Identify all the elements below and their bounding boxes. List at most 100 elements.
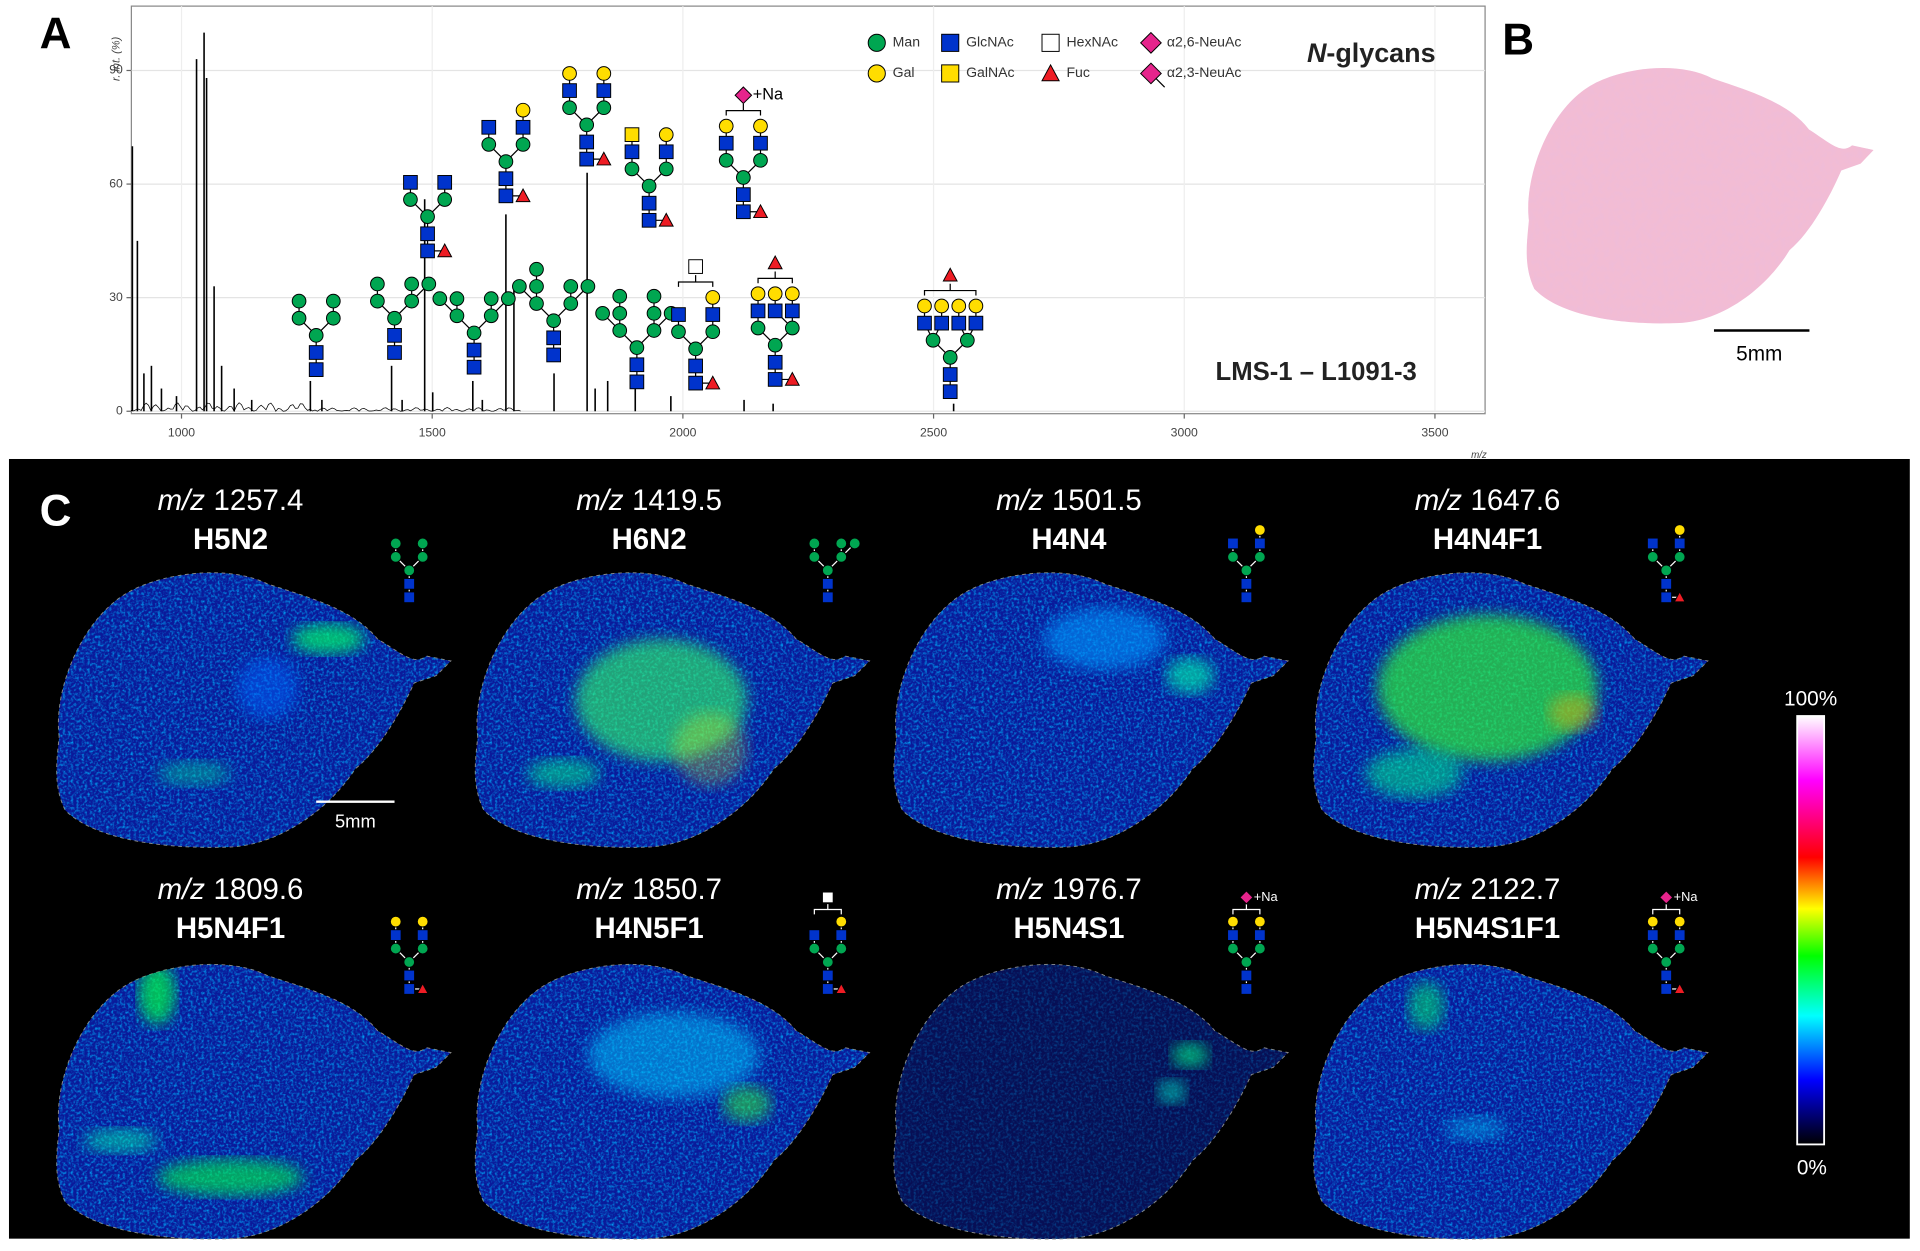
hotspots bbox=[1157, 1042, 1209, 1105]
panel-label: B bbox=[1502, 15, 1534, 64]
ion-image bbox=[474, 963, 871, 1240]
glycan-residue bbox=[835, 929, 848, 941]
glycan-residue bbox=[308, 345, 324, 360]
glycan-residue bbox=[389, 942, 402, 955]
glycan-residue bbox=[821, 969, 834, 982]
glycan-residue bbox=[291, 310, 307, 326]
glycan-residue bbox=[753, 135, 768, 151]
glycan-residue bbox=[1253, 551, 1266, 563]
glycan-residue bbox=[688, 341, 703, 357]
glycan-residue bbox=[1660, 956, 1673, 968]
glycan-residue bbox=[403, 175, 418, 190]
glycan-residue bbox=[658, 127, 674, 142]
glycan bbox=[370, 276, 437, 360]
glycan-residue bbox=[1673, 942, 1686, 955]
ion-image bbox=[1313, 572, 1709, 848]
glycan bbox=[389, 915, 429, 995]
glycan-residue bbox=[546, 347, 561, 363]
x-axis-label: m/z bbox=[1471, 450, 1487, 461]
glycan bbox=[403, 175, 453, 259]
glycan-residue bbox=[291, 293, 307, 309]
glycan-residue bbox=[718, 152, 734, 168]
glycan-residue bbox=[563, 279, 579, 294]
glycan-residue bbox=[629, 357, 645, 373]
glycan-class-text: -glycans bbox=[1326, 38, 1435, 68]
glycan-residue bbox=[1646, 942, 1659, 955]
hotspots bbox=[587, 1012, 772, 1123]
glycan-residue bbox=[917, 315, 932, 331]
legend-label: GalNAc bbox=[966, 64, 1014, 80]
mz-value: 1850.7 bbox=[632, 873, 722, 906]
glycan-residue bbox=[1660, 591, 1673, 604]
mz-label: m/z 1809.6 bbox=[158, 873, 304, 906]
glycan bbox=[624, 127, 674, 228]
glycan-residue bbox=[403, 969, 416, 982]
glycan-residue bbox=[389, 929, 402, 941]
hotspot bbox=[236, 657, 298, 719]
composition: H5N4S1F1 bbox=[1415, 912, 1560, 945]
glycan-residue bbox=[688, 259, 703, 274]
glycan-residue bbox=[767, 372, 783, 387]
glycan-residue bbox=[951, 315, 967, 331]
glycan-residue bbox=[808, 551, 821, 563]
x-tick-label: 2000 bbox=[669, 426, 696, 440]
glycan-residue bbox=[387, 345, 402, 360]
glycan-residue bbox=[1660, 577, 1673, 590]
glycan-residue bbox=[767, 303, 783, 319]
hotspot bbox=[1444, 1116, 1506, 1141]
hotspot bbox=[1171, 1042, 1209, 1068]
mz-label: m/z 1976.7 bbox=[996, 873, 1142, 906]
glycan-residue bbox=[835, 982, 848, 995]
glycan bbox=[432, 291, 516, 375]
glycan-residue bbox=[403, 192, 418, 207]
glycan-residue bbox=[370, 276, 385, 292]
legend-label: α2,6-NeuAc bbox=[1167, 34, 1242, 50]
glycan-residue bbox=[612, 288, 628, 304]
ion-image bbox=[893, 572, 1290, 848]
glycan-residue bbox=[546, 313, 561, 329]
composition: H5N2 bbox=[193, 523, 268, 556]
glycan-residue bbox=[389, 915, 402, 928]
glycan-residue bbox=[784, 303, 800, 319]
mz-prefix: m/z bbox=[158, 484, 206, 517]
mz-value: 1976.7 bbox=[1052, 873, 1142, 906]
glycan-residue bbox=[646, 323, 662, 338]
glycan-residue bbox=[498, 188, 514, 204]
glycan-residue bbox=[466, 342, 482, 358]
glycan: +Na bbox=[1227, 889, 1279, 995]
hotspots bbox=[83, 964, 304, 1196]
panel-label: C bbox=[40, 487, 72, 536]
glycan-residue bbox=[481, 119, 497, 135]
glycan-residue bbox=[308, 362, 324, 377]
glycan-residue bbox=[808, 537, 821, 550]
glycan-residue bbox=[752, 203, 769, 219]
glycan-bracket bbox=[813, 904, 842, 915]
hotspot bbox=[291, 624, 366, 654]
glycan-residue bbox=[629, 340, 645, 355]
y-tick-label: 60 bbox=[109, 176, 123, 190]
glycan-residue bbox=[437, 192, 453, 207]
legend-symbol bbox=[941, 64, 960, 83]
glycan-residue bbox=[641, 212, 657, 228]
hotspot bbox=[526, 758, 601, 789]
glycan-residue bbox=[416, 929, 429, 941]
glycan-residue bbox=[767, 354, 783, 370]
mz-label: m/z 1501.5 bbox=[996, 484, 1142, 517]
glycan-residue bbox=[387, 328, 402, 343]
glycan-residue bbox=[1646, 551, 1659, 563]
glycan-residue bbox=[416, 982, 429, 995]
glycan-residue bbox=[416, 551, 429, 563]
glycan bbox=[291, 293, 341, 377]
glycan: +Na bbox=[718, 86, 784, 220]
glycan-residue bbox=[1240, 577, 1253, 590]
glycan-residue bbox=[750, 303, 766, 319]
scale-bar-label: 5mm bbox=[1736, 342, 1782, 365]
glycan-residue bbox=[449, 291, 465, 306]
sample-label: LMS-1 – L1091-3 bbox=[1216, 358, 1417, 386]
glycan-residue bbox=[466, 359, 482, 375]
glycan-residue bbox=[821, 983, 834, 995]
glycan-residue bbox=[942, 367, 958, 382]
scale-bar-label: 5mm bbox=[335, 810, 376, 831]
glycan-residue bbox=[596, 100, 612, 116]
